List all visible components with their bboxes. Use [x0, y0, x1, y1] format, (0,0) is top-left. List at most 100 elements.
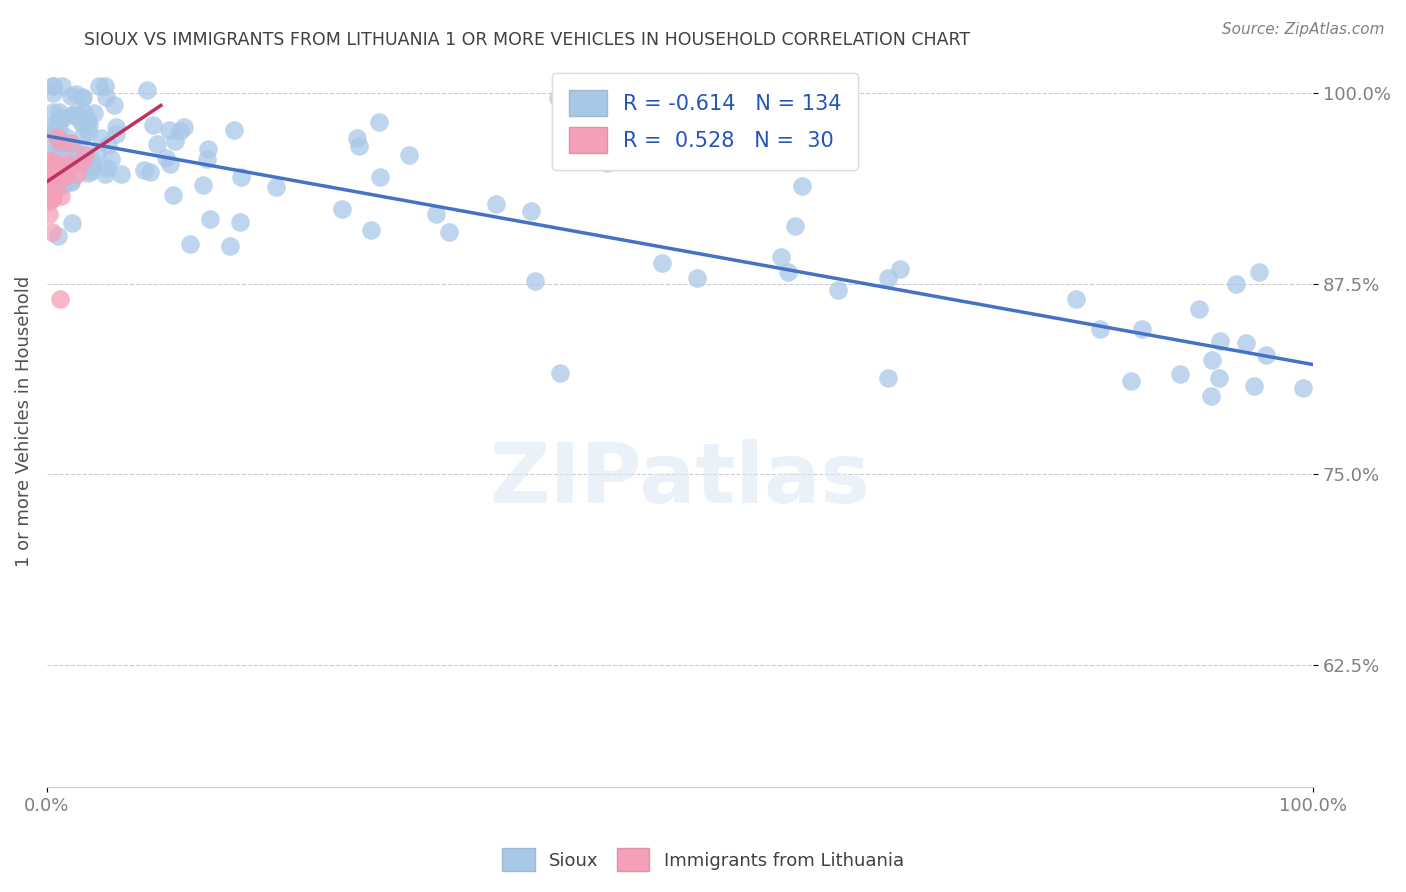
- Point: [55, 156, 77, 170]
- Point: [523, 274, 546, 288]
- Point: [110, 167, 132, 181]
- Point: [100, 152, 122, 166]
- Point: [1234, 335, 1257, 350]
- Point: [58, 158, 80, 172]
- Point: [1088, 322, 1111, 336]
- Point: [59, 136, 82, 150]
- Point: [48, 120, 70, 135]
- Point: [97, 137, 120, 152]
- Legend: Sioux, Immigrants from Lithuania: Sioux, Immigrants from Lithuania: [495, 841, 911, 879]
- Point: [44, 160, 66, 174]
- Point: [69, 113, 91, 128]
- Point: [1292, 381, 1315, 395]
- Point: [44, 157, 66, 171]
- Point: [72, 91, 94, 105]
- Point: [778, 265, 800, 279]
- Point: [519, 203, 541, 218]
- Point: [48, 113, 70, 128]
- Point: [42, 191, 65, 205]
- Point: [1064, 292, 1087, 306]
- Point: [105, 127, 128, 141]
- Point: [63, 106, 86, 120]
- Point: [42, 78, 65, 93]
- Legend: R = -0.614   N = 134, R =  0.528   N =  30: R = -0.614 N = 134, R = 0.528 N = 30: [553, 73, 859, 170]
- Point: [86, 146, 108, 161]
- Point: [165, 134, 187, 148]
- Point: [596, 156, 619, 170]
- Point: [485, 197, 508, 211]
- Point: [42, 139, 65, 153]
- Point: [42, 170, 65, 185]
- Point: [876, 370, 898, 384]
- Point: [1188, 302, 1211, 317]
- Point: [53, 167, 76, 181]
- Point: [77, 112, 100, 127]
- Point: [39, 170, 62, 185]
- Point: [94, 78, 117, 93]
- Point: [60, 216, 83, 230]
- Point: [138, 164, 160, 178]
- Point: [73, 105, 96, 120]
- Point: [60, 159, 83, 173]
- Point: [96, 161, 118, 175]
- Point: [550, 366, 572, 380]
- Point: [330, 202, 353, 216]
- Point: [55, 129, 77, 144]
- Point: [58, 158, 80, 172]
- Text: Source: ZipAtlas.com: Source: ZipAtlas.com: [1222, 22, 1385, 37]
- Point: [41, 192, 63, 206]
- Point: [45, 165, 67, 179]
- Point: [45, 179, 67, 194]
- Point: [195, 152, 218, 166]
- Point: [42, 78, 65, 93]
- Point: [142, 118, 165, 132]
- Point: [76, 125, 98, 139]
- Point: [103, 98, 125, 112]
- Point: [80, 163, 103, 178]
- Point: [1201, 353, 1223, 368]
- Point: [49, 189, 72, 203]
- Point: [42, 118, 65, 132]
- Point: [48, 292, 70, 306]
- Point: [159, 157, 181, 171]
- Point: [42, 186, 65, 200]
- Y-axis label: 1 or more Vehicles in Household: 1 or more Vehicles in Household: [15, 276, 32, 566]
- Point: [1121, 374, 1143, 388]
- Point: [437, 225, 460, 239]
- Point: [62, 139, 84, 153]
- Point: [46, 229, 69, 244]
- Point: [191, 178, 214, 192]
- Point: [59, 88, 82, 103]
- Point: [224, 123, 246, 137]
- Point: [38, 163, 60, 178]
- Point: [90, 131, 112, 145]
- Point: [346, 131, 368, 145]
- Point: [72, 154, 94, 169]
- Point: [169, 123, 191, 137]
- Point: [42, 121, 65, 136]
- Point: [41, 156, 63, 170]
- Point: [66, 167, 89, 181]
- Point: [889, 261, 911, 276]
- Point: [790, 178, 813, 193]
- Point: [60, 175, 83, 189]
- Point: [73, 147, 96, 161]
- Point: [1208, 371, 1230, 385]
- Point: [769, 250, 792, 264]
- Point: [197, 142, 219, 156]
- Point: [82, 159, 104, 173]
- Point: [42, 178, 65, 193]
- Point: [368, 169, 391, 184]
- Point: [42, 127, 65, 141]
- Point: [45, 157, 67, 171]
- Point: [77, 166, 100, 180]
- Point: [79, 118, 101, 132]
- Point: [72, 128, 94, 142]
- Point: [135, 83, 157, 97]
- Point: [48, 113, 70, 128]
- Point: [173, 120, 195, 134]
- Point: [228, 215, 250, 229]
- Point: [70, 116, 93, 130]
- Point: [425, 207, 447, 221]
- Point: [398, 147, 420, 161]
